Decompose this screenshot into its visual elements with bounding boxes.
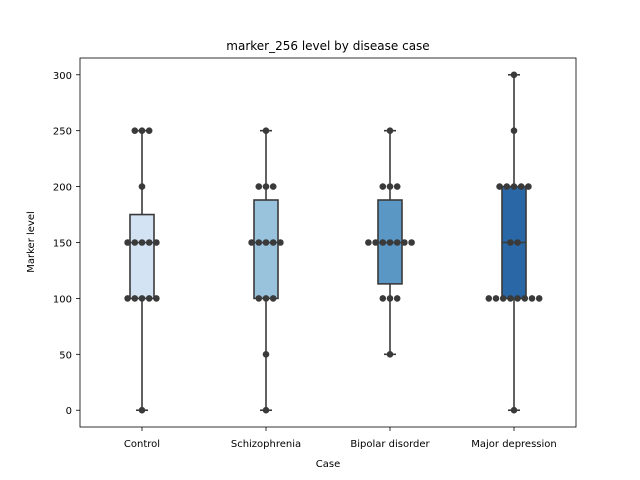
data-point: [510, 183, 518, 190]
swarm-control: [124, 127, 160, 414]
data-point: [496, 183, 503, 190]
data-point: [138, 239, 146, 246]
data-point: [510, 406, 518, 414]
data-point: [528, 295, 536, 302]
data-point: [153, 239, 160, 246]
data-point: [277, 239, 284, 246]
data-point: [269, 183, 277, 190]
data-point: [262, 406, 270, 414]
data-point: [525, 183, 532, 190]
data-point: [386, 127, 394, 134]
data-point: [248, 239, 255, 246]
y-tick-label: 50: [59, 350, 72, 361]
data-point: [510, 71, 518, 79]
data-point: [499, 295, 507, 302]
x-axis: Control Schizophrenia Bipolar disorder Majo…: [124, 427, 557, 450]
data-point: [393, 239, 401, 246]
data-point: [145, 239, 153, 246]
data-point: [138, 127, 146, 134]
data-point: [485, 295, 493, 302]
data-point: [379, 239, 387, 246]
data-point: [503, 183, 511, 190]
data-point: [492, 295, 500, 302]
data-point: [393, 183, 401, 190]
data-point: [401, 239, 408, 246]
data-point: [262, 127, 270, 134]
data-point: [138, 406, 146, 414]
data-point: [262, 239, 270, 246]
x-tick-label: Major depression: [471, 439, 557, 450]
data-point: [507, 239, 514, 246]
data-point: [138, 295, 146, 302]
data-point: [153, 295, 160, 302]
data-point: [408, 239, 415, 246]
data-point: [255, 183, 263, 190]
y-tick-label: 0: [66, 406, 72, 417]
y-tick-label: 300: [53, 71, 72, 82]
data-point: [514, 239, 521, 246]
data-point: [517, 183, 525, 190]
data-point: [507, 295, 514, 302]
data-point: [386, 239, 394, 246]
box-group-control: [129, 129, 155, 412]
data-point: [521, 295, 529, 302]
data-point: [262, 183, 270, 190]
data-point: [138, 183, 146, 190]
data-point: [262, 295, 270, 302]
plot-area: [124, 71, 543, 414]
y-tick-label: 250: [53, 127, 72, 138]
data-point: [393, 295, 401, 302]
data-point: [145, 127, 153, 134]
data-point: [386, 295, 394, 302]
data-point: [255, 239, 263, 246]
y-axis-label: Marker level: [26, 211, 37, 273]
data-point: [386, 351, 394, 358]
data-point: [255, 295, 263, 302]
data-point: [269, 295, 277, 302]
data-point: [131, 127, 139, 134]
x-tick-label: Bipolar disorder: [350, 439, 430, 450]
data-point: [379, 295, 387, 302]
x-tick-label: Schizophrenia: [231, 439, 301, 450]
data-point: [379, 183, 387, 190]
y-tick-label: 150: [53, 239, 72, 250]
y-tick-label: 100: [53, 294, 72, 305]
data-point: [145, 295, 153, 302]
y-axis: 0 50 100 150 200 250 300: [53, 71, 80, 417]
swarm-schizophrenia: [248, 127, 284, 414]
chart-title: marker_256 level by disease case: [226, 39, 429, 53]
data-point: [131, 239, 139, 246]
swarm-major-depression: [485, 71, 543, 414]
data-point: [514, 295, 521, 302]
data-point: [372, 239, 379, 246]
box-group-schizophrenia: [253, 129, 279, 412]
data-point: [535, 295, 543, 302]
y-tick-label: 200: [53, 183, 72, 194]
data-point: [386, 183, 394, 190]
data-point: [365, 239, 372, 246]
data-point: [262, 351, 270, 358]
x-axis-label: Case: [316, 459, 340, 470]
data-point: [124, 239, 131, 246]
box-schizophrenia: [253, 199, 279, 300]
data-point: [131, 295, 139, 302]
swarm-bipolar-disorder: [365, 127, 415, 358]
x-tick-label: Control: [124, 439, 160, 450]
box-control: [129, 213, 155, 300]
box-group-major-depression: [501, 73, 527, 412]
data-point: [124, 295, 131, 302]
data-point: [269, 239, 277, 246]
data-point: [510, 127, 518, 134]
